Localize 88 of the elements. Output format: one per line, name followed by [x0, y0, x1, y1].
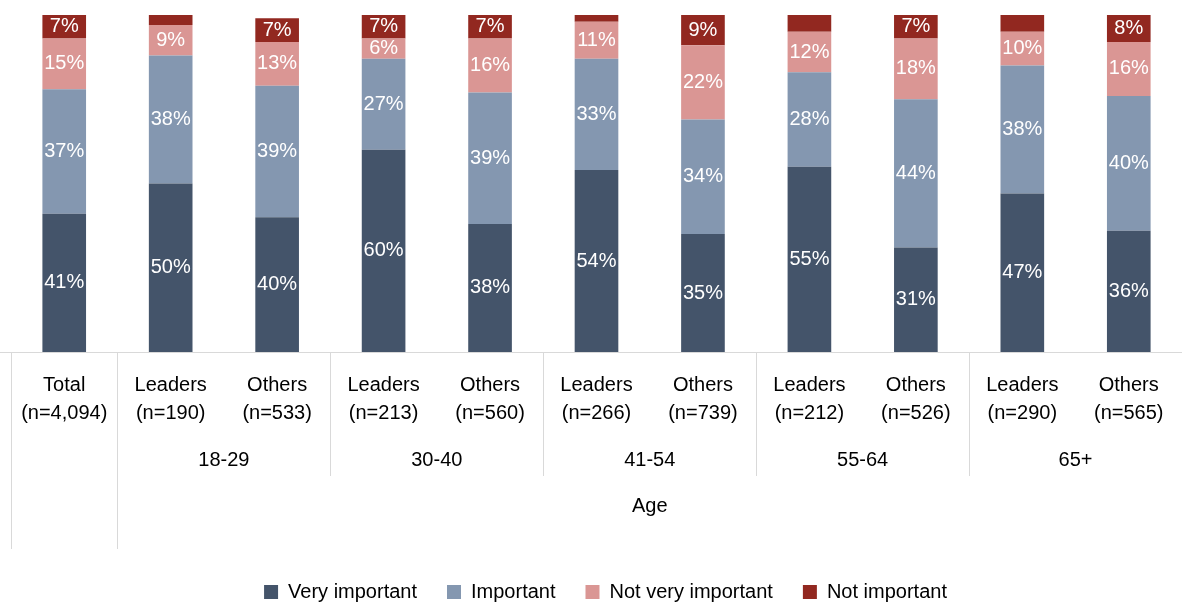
- bar: [1000, 193, 1045, 352]
- x-tick-label: Others (n=533): [242, 372, 312, 423]
- data-label: 41%: [44, 270, 85, 293]
- bar: [681, 119, 725, 235]
- data-label: 54%: [576, 248, 617, 271]
- bar: [1000, 15, 1045, 32]
- bar: [894, 99, 938, 248]
- data-label: 11%: [577, 27, 616, 50]
- data-label: 36%: [1108, 278, 1149, 301]
- bar: [468, 92, 512, 224]
- bar: [894, 247, 938, 352]
- data-label: 16%: [1108, 56, 1149, 79]
- x-tick-label: Others (n=739): [668, 372, 738, 423]
- bar: [42, 213, 87, 352]
- legend-label: Not important: [826, 579, 948, 602]
- data-label: 35%: [682, 280, 724, 303]
- data-label: 6%: [369, 36, 399, 59]
- data-label: 33%: [576, 101, 617, 124]
- data-label: 31%: [895, 287, 937, 310]
- legend-label: Very important: [288, 579, 418, 602]
- x-tick-label: Others (n=560): [455, 372, 525, 423]
- bar: [148, 15, 193, 26]
- text: 30-40: [411, 447, 463, 470]
- bar: [681, 45, 725, 120]
- bar: [681, 234, 725, 352]
- data-label: 7%: [262, 17, 292, 40]
- bar: [468, 223, 512, 352]
- data-label: 27%: [363, 91, 404, 114]
- data-label: 34%: [682, 164, 724, 187]
- bar: [1106, 230, 1151, 352]
- data-label: 38%: [470, 275, 511, 298]
- bar: [361, 58, 406, 150]
- data-label: 38%: [150, 106, 191, 129]
- data-label: 40%: [257, 272, 298, 295]
- bar: [787, 72, 832, 167]
- data-label: 55%: [789, 246, 830, 269]
- data-label: 13%: [257, 51, 298, 74]
- bar: [361, 149, 406, 352]
- bar: [255, 217, 299, 352]
- bar: [574, 170, 619, 352]
- data-label: 7%: [49, 14, 79, 37]
- data-label: 16%: [470, 53, 511, 76]
- text: Age: [631, 493, 668, 516]
- legend-label: Important: [471, 579, 556, 602]
- text: 65+: [1058, 447, 1093, 470]
- data-label: 39%: [257, 139, 298, 161]
- data-label: 38%: [1002, 117, 1043, 140]
- data-label: 22%: [682, 69, 724, 92]
- data-label: 7%: [901, 14, 931, 37]
- data-label: 60%: [363, 238, 404, 261]
- data-label: 10%: [1002, 36, 1043, 59]
- data-label: 9%: [688, 17, 718, 40]
- bar: [787, 166, 832, 352]
- data-label: 47%: [1002, 260, 1043, 283]
- x-tick-label: Others (n=526): [881, 372, 951, 423]
- data-label: 9%: [156, 27, 186, 50]
- text: 55-64: [837, 447, 889, 470]
- bar: [1000, 65, 1045, 194]
- bar: [574, 15, 619, 22]
- x-tick-label: Others (n=565): [1094, 372, 1164, 423]
- bar: [148, 183, 193, 352]
- bar: [787, 15, 832, 32]
- data-label: 50%: [150, 255, 191, 278]
- data-label: 28%: [789, 106, 830, 129]
- bar: [1106, 95, 1151, 231]
- text: 41-54: [624, 447, 676, 470]
- data-label: 44%: [895, 160, 937, 183]
- bar: [574, 58, 619, 171]
- data-label: 12%: [789, 39, 830, 62]
- data-label: 8%: [1114, 16, 1144, 38]
- data-label: 39%: [470, 145, 511, 168]
- data-label: 18%: [895, 56, 937, 79]
- data-label: 37%: [44, 139, 85, 161]
- text: 18-29: [198, 447, 250, 470]
- x-tick-label: Leaders (n=213): [347, 372, 420, 423]
- bar: [255, 85, 299, 218]
- x-tick-label: Leaders (n=266): [560, 372, 633, 423]
- x-tick-label: Leaders (n=212): [773, 372, 846, 423]
- bar: [148, 55, 193, 184]
- data-label: 7%: [475, 14, 505, 37]
- data-label: 40%: [1108, 150, 1149, 173]
- x-tick-label: Total (n=4,094): [21, 372, 108, 423]
- legend-label: Not very important: [609, 579, 774, 602]
- bar: [42, 89, 87, 214]
- x-tick-label: Leaders (n=290): [986, 372, 1059, 423]
- x-tick-label: Leaders (n=190): [134, 372, 207, 423]
- data-label: 15%: [44, 51, 85, 74]
- data-label: 7%: [369, 14, 399, 37]
